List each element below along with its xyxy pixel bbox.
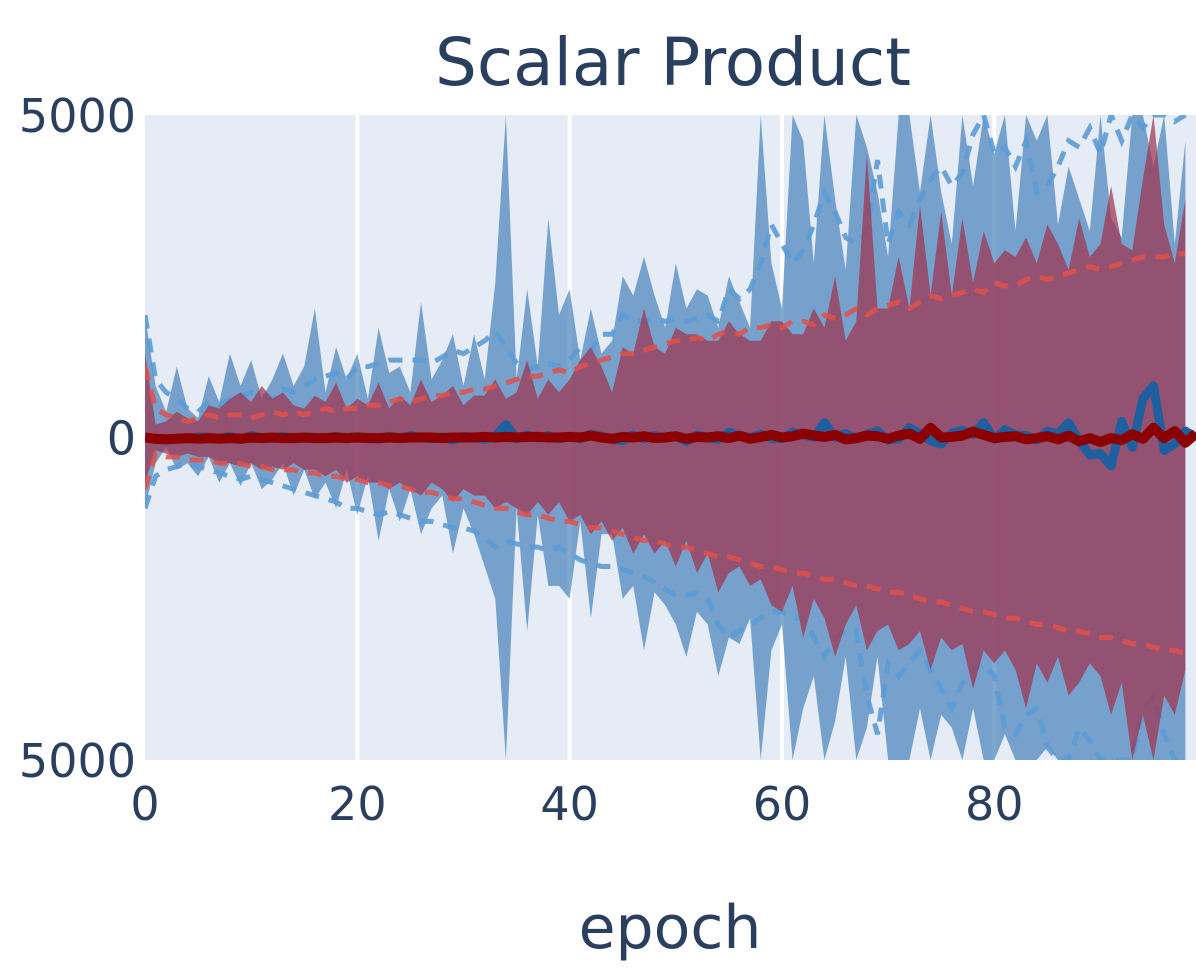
blue-upper-dashed-line	[145, 115, 1187, 415]
chart-marks	[145, 115, 1196, 760]
chart-title: Scalar Product	[435, 24, 911, 101]
y-tick-label: 5000	[19, 89, 136, 143]
x-tick-label: 20	[328, 777, 387, 831]
x-tick-label: 0	[130, 777, 159, 831]
red-mean-line	[145, 422, 1196, 448]
y-tick-label: 5000	[19, 734, 136, 788]
x-axis-title: epoch	[579, 893, 762, 963]
y-axis-ticks: 5000 0 5000	[19, 89, 136, 788]
y-tick-label: 0	[107, 412, 136, 466]
x-tick-label: 60	[753, 777, 812, 831]
red-lower-dashed-line	[145, 450, 1187, 656]
x-tick-label: 80	[965, 777, 1024, 831]
x-tick-label: 40	[540, 777, 599, 831]
blue-lower-dashed-line	[145, 460, 1186, 760]
x-axis-ticks: 0 20 40 60 80	[130, 777, 1023, 831]
